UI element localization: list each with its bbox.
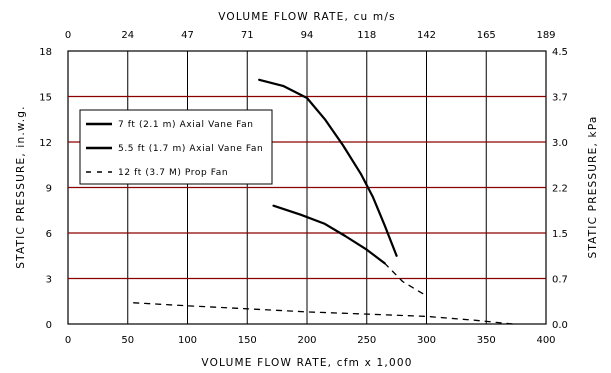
x-tick-label: 50 (121, 335, 134, 346)
legend-label-3: 12 ft (3.7 M) Prop Fan (118, 168, 228, 178)
x2-tick-label: 24 (121, 30, 134, 41)
y-tick-label: 9 (46, 184, 52, 195)
series-line-4 (384, 262, 424, 295)
y2-tick-label: 4.5 (552, 47, 568, 58)
x-axis-title: VOLUME FLOW RATE, cfm x 1,000 (201, 357, 412, 369)
x-tick-label: 0 (65, 335, 71, 346)
x2-tick-label: 71 (241, 30, 254, 41)
y2-tick-label: 3.7 (552, 93, 568, 104)
y2-axis-title: STATIC PRESSURE, kPa (587, 115, 599, 258)
x2-axis-title: VOLUME FLOW RATE, cu m/s (218, 11, 396, 23)
y-tick-label: 0 (46, 320, 52, 331)
y-axis-title: STATIC PRESSURE, in.w.g. (15, 105, 27, 268)
x-tick-label: 150 (238, 335, 257, 346)
y2-tick-label: 0.7 (552, 275, 568, 286)
y-tick-label: 6 (46, 229, 52, 240)
legend-label-1: 7 ft (2.1 m) Axial Vane Fan (118, 120, 254, 130)
legend: 7 ft (2.1 m) Axial Vane Fan 5.5 ft (1.7 … (79, 109, 273, 185)
x-tick-label: 200 (297, 335, 316, 346)
series-line-3 (133, 302, 514, 325)
x2-tick-label: 142 (417, 30, 436, 41)
series-line-2 (258, 78, 398, 257)
x-tick-label: 350 (477, 335, 496, 346)
y2-tick-label: 2.2 (552, 184, 568, 195)
y-tick-label: 12 (39, 138, 52, 149)
y2-tick-label: 0.0 (552, 320, 568, 331)
legend-label-2: 5.5 ft (1.7 m) Axial Vane Fan (118, 144, 263, 154)
x-tick-label: 300 (417, 335, 436, 346)
y-tick-label: 3 (46, 275, 52, 286)
series-line-1 (272, 204, 386, 265)
y2-tick-label: 3.0 (552, 138, 568, 149)
x2-tick-label: 165 (477, 30, 496, 41)
grid (68, 51, 546, 324)
y-tick-label: 18 (39, 47, 52, 58)
y2-tick-label: 1.5 (552, 229, 568, 240)
x-tick-label: 100 (178, 335, 197, 346)
x2-tick-label: 118 (357, 30, 376, 41)
y-tick-label: 15 (39, 93, 52, 104)
x-tick-label: 400 (536, 335, 555, 346)
x2-tick-label: 47 (181, 30, 194, 41)
x2-tick-label: 189 (536, 30, 555, 41)
x2-tick-label: 0 (65, 30, 71, 41)
series-layer (133, 78, 514, 325)
x-tick-label: 250 (357, 335, 376, 346)
x2-tick-label: 94 (301, 30, 314, 41)
